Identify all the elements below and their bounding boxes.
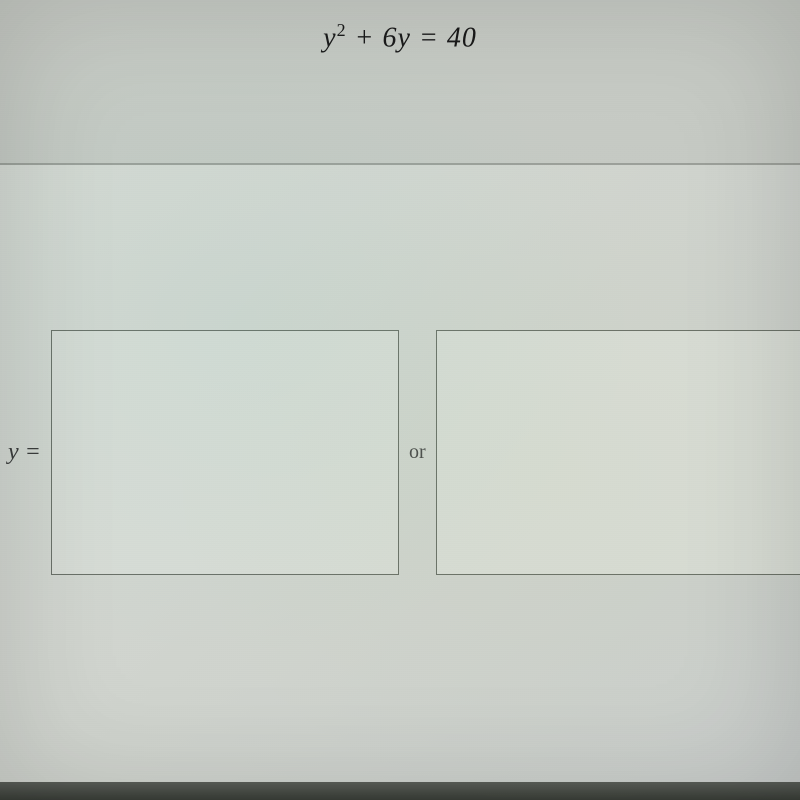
answer-panel: y = or — [0, 165, 800, 800]
answer-prefix-label: y = — [8, 439, 41, 466]
answer-input-2[interactable] — [436, 330, 800, 575]
equation-panel: y2 + 6y = 40 — [0, 0, 800, 165]
equation-rhs: 40 — [447, 22, 477, 53]
equation-equals: = — [411, 22, 447, 53]
equation-display: y2 + 6y = 40 — [323, 20, 477, 54]
equation-var1: y — [323, 22, 336, 53]
equation-coeff: 6 — [383, 22, 398, 53]
equation-exponent: 2 — [337, 20, 347, 40]
equation-var2: y — [398, 22, 411, 53]
bottom-bar — [0, 782, 800, 800]
answer-row: y = or — [0, 330, 800, 575]
answer-separator-label: or — [407, 441, 428, 464]
answer-input-1[interactable] — [51, 330, 399, 575]
equation-plus: + — [347, 22, 383, 53]
